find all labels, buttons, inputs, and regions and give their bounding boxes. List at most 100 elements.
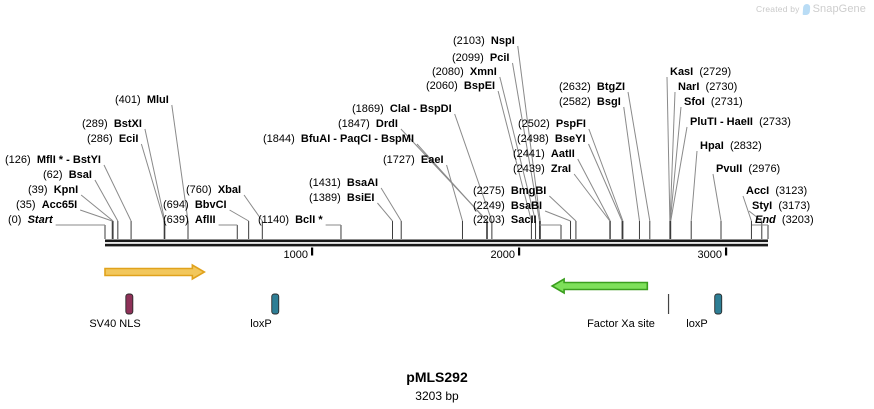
site-enzyme-name: BsgI	[596, 96, 621, 108]
site-position: (2275)	[473, 185, 505, 197]
site-label-XmnI: (2080) XmnI	[432, 66, 497, 78]
site-position: (286)	[87, 133, 113, 145]
site-label-BsaI: (62) BsaI	[43, 169, 92, 181]
site-label-BsaBI: (2249) BsaBI	[473, 200, 542, 212]
backbone-line-top	[105, 239, 768, 243]
site-leader-BbvCI	[229, 209, 249, 222]
site-position: (2441)	[513, 148, 545, 160]
site-label-MluI: (401) MluI	[115, 94, 169, 106]
site-position: (2060)	[426, 80, 458, 92]
site-position: (3173)	[778, 200, 811, 212]
page-title: pMLS292	[406, 369, 468, 385]
site-label-PciI: (2099) PciI	[452, 52, 510, 64]
site-label-NspI: (2103) NspI	[453, 35, 515, 47]
site-label-StyI: StyI (3173)	[752, 200, 810, 212]
site-position: (2103)	[453, 35, 485, 47]
site-position: (2832)	[729, 140, 762, 152]
site-leader-NspI	[517, 45, 541, 222]
site-leader-PvuII	[712, 173, 722, 222]
feature-glyph-SV40NLS	[125, 293, 134, 315]
site-enzyme-name: PaqCI	[340, 133, 372, 145]
site-leader-DrdI	[400, 128, 488, 222]
site-enzyme-name: EaeI	[420, 154, 444, 166]
site-label-DrdI: (1847) DrdI	[338, 118, 398, 130]
site-label-BseYI: (2498) BseYI	[517, 133, 586, 145]
site-leader-EaeI	[446, 164, 463, 222]
site-enzyme-name: BspEI	[463, 80, 496, 92]
site-position: (2582)	[559, 96, 591, 108]
site-enzyme-name: DrdI	[375, 118, 398, 130]
site-enzyme-name: Start	[27, 214, 53, 226]
site-label-BtgZI: (2632) BtgZI	[559, 81, 625, 93]
site-enzyme-name: Acc65I	[41, 199, 78, 211]
site-label-EciI: (286) EciI	[87, 133, 138, 145]
site-position: (62)	[43, 169, 63, 181]
site-label-BspEI: (2060) BspEI	[426, 80, 495, 92]
site-leader-MluI	[171, 104, 189, 222]
site-enzyme-name: ZraI	[550, 163, 572, 175]
site-leader-ZraI	[573, 173, 611, 222]
site-position: (2731)	[710, 96, 743, 108]
site-enzyme-name: NarI	[678, 81, 700, 93]
site-enzyme-name: BbvCI	[194, 199, 227, 211]
site-enzyme-name: BfuAI	[300, 133, 331, 145]
site-enzyme-name: BtgZI	[596, 81, 626, 93]
site-leader-KasI	[666, 76, 671, 222]
site-enzyme-name: NspI	[490, 35, 515, 47]
site-position: (3203)	[781, 214, 814, 226]
site-position: (760)	[186, 184, 212, 196]
site-label-KasI: KasI (2729)	[670, 66, 731, 78]
site-position: (126)	[5, 154, 31, 166]
site-position: (1869)	[352, 103, 384, 115]
site-label-BfuAI: (1844) BfuAI - PaqCI - BspMI	[263, 133, 414, 145]
site-leader-MflI	[103, 164, 132, 222]
site-label-PluTI: PluTI - HaeII (2733)	[690, 116, 791, 128]
site-position: (2729)	[699, 66, 732, 78]
site-label-BsiEI: (1389) BsiEI	[309, 192, 374, 204]
site-leader-SfoI	[669, 106, 682, 222]
site-position: (639)	[163, 214, 189, 226]
site-name-separator: -	[330, 133, 341, 145]
site-enzyme-name: BsaBI	[510, 200, 543, 212]
site-label-BbvCI: (694) BbvCI	[163, 199, 227, 211]
site-label-BsgI: (2582) BsgI	[559, 96, 621, 108]
site-position: (1844)	[263, 133, 295, 145]
axis-tick-3000	[724, 247, 728, 256]
site-enzyme-name: KpnI	[53, 184, 79, 196]
site-position: (1727)	[383, 154, 415, 166]
site-leader-BtgZI	[627, 91, 651, 222]
site-leader-ClaI	[454, 113, 493, 222]
site-position: (2439)	[513, 163, 545, 175]
site-enzyme-name: BsiEI	[346, 192, 375, 204]
site-label-XbaI: (760) XbaI	[186, 184, 241, 196]
feature-label-loxP: loxP	[250, 318, 272, 330]
site-name-separator: -	[410, 103, 420, 115]
site-enzyme-name: PciI	[489, 52, 510, 64]
site-leader-NarI	[669, 91, 676, 222]
site-label-BclI: (1140) BclI *	[258, 214, 323, 226]
site-position: (2203)	[473, 214, 505, 226]
site-enzyme-name: XmnI	[469, 66, 497, 78]
site-leader-BseYI	[588, 143, 623, 222]
site-label-BstXI: (289) BstXI	[82, 118, 142, 130]
site-enzyme-name: AccI	[746, 185, 770, 197]
site-label-MflI: (126) MflI * - BstYI	[5, 154, 101, 166]
site-name-separator: -	[716, 116, 727, 128]
site-leader-KpnI	[80, 194, 114, 222]
site-label-HpaI: HpaI (2832)	[700, 140, 762, 152]
site-enzyme-name: HaeII	[726, 116, 753, 128]
site-enzyme-name: BmgBI	[510, 185, 547, 197]
feature-glyph-loxP	[271, 293, 280, 315]
site-leader-BsaI	[94, 179, 119, 222]
site-position: (1389)	[309, 192, 341, 204]
site-position: (2498)	[517, 133, 549, 145]
plasmid-length: 3203 bp	[415, 389, 459, 403]
site-position: (39)	[28, 184, 48, 196]
site-leader-PciI	[512, 62, 540, 222]
site-enzyme-name: StyI	[752, 200, 773, 212]
site-leader-EciI	[140, 143, 165, 222]
site-position: (3123)	[775, 185, 808, 197]
site-label-SacII: (2203) SacII	[473, 214, 537, 226]
site-enzyme-name: BseYI	[554, 133, 586, 145]
